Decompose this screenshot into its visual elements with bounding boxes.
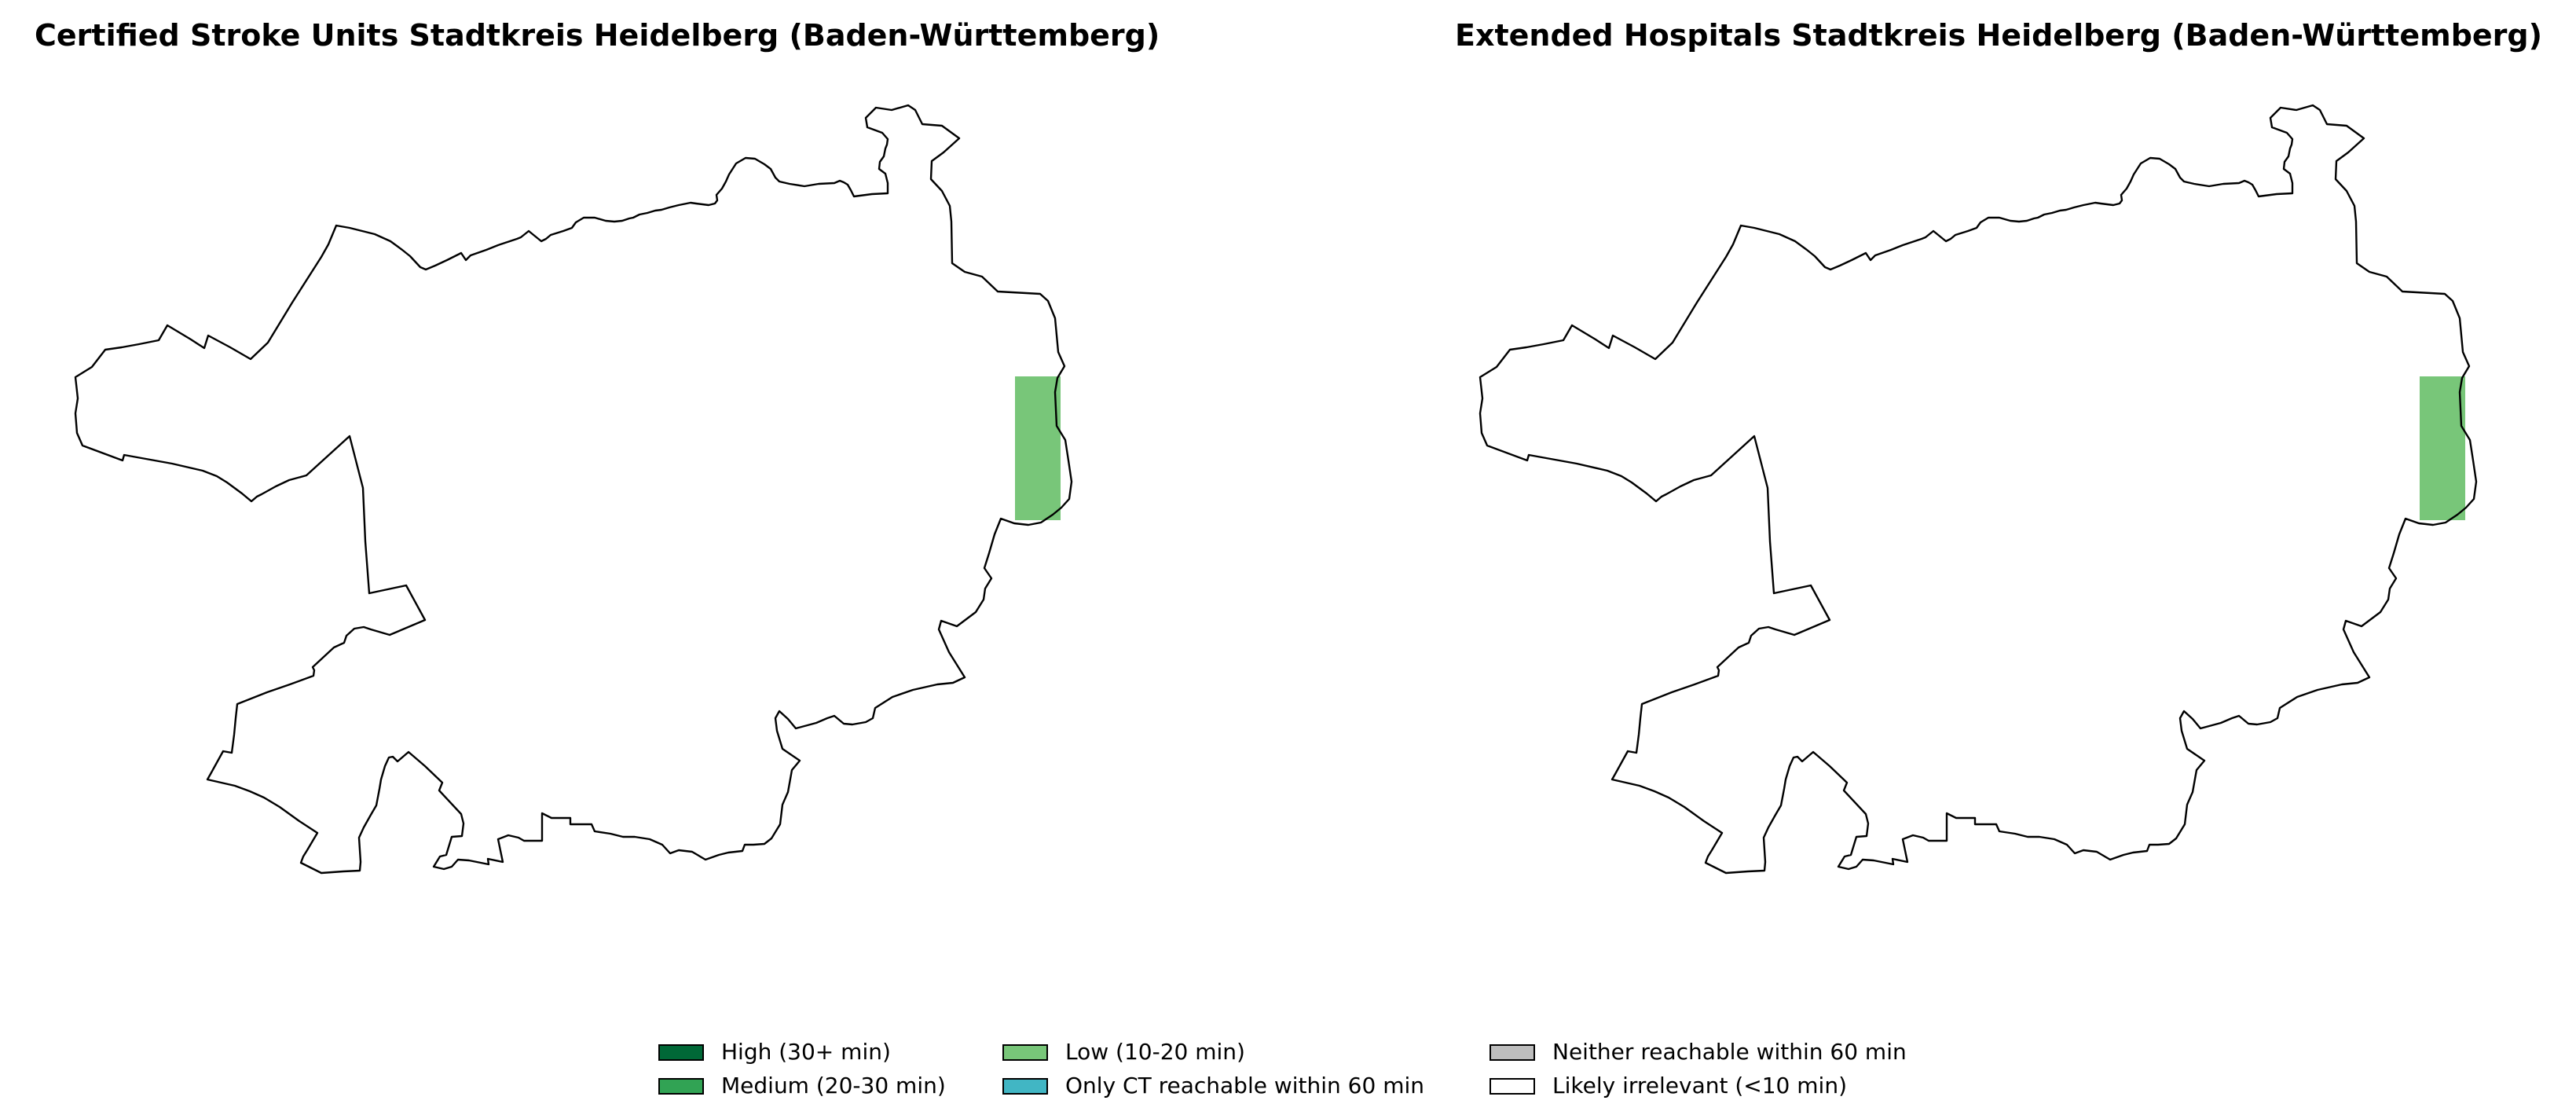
- legend-swatch: [658, 1043, 704, 1061]
- legend-label: High (30+ min): [721, 1039, 891, 1065]
- legend-item-only-ct: Only CT reachable within 60 min: [1002, 1071, 1424, 1101]
- map-title-extended-hospitals: Extended Hospitals Stadtkreis Heidelberg…: [1455, 18, 2542, 53]
- legend-swatch: [1490, 1077, 1535, 1095]
- legend-item-neither: Neither reachable within 60 min: [1490, 1037, 1907, 1067]
- legend-swatch: [1490, 1043, 1535, 1061]
- map-certified-stroke-units: [74, 104, 1073, 875]
- district-boundary: [74, 104, 1073, 875]
- legend-label: Only CT reachable within 60 min: [1065, 1073, 1425, 1098]
- map-extended-hospitals: [1479, 104, 2478, 875]
- legend-label: Low (10-20 min): [1065, 1039, 1245, 1065]
- legend-swatch: [1002, 1043, 1048, 1061]
- legend-label: Neither reachable within 60 min: [1552, 1039, 1907, 1065]
- legend-swatch: [658, 1077, 704, 1095]
- legend-item-low: Low (10-20 min): [1002, 1037, 1245, 1067]
- district-boundary: [1479, 104, 2478, 875]
- legend: High (30+ min) Medium (20-30 min) Low (1…: [658, 1037, 1931, 1105]
- legend-item-medium: Medium (20-30 min): [658, 1071, 946, 1101]
- legend-label: Medium (20-30 min): [721, 1073, 946, 1098]
- reachability-cell-low: [2420, 376, 2465, 520]
- legend-swatch: [1002, 1077, 1048, 1095]
- legend-item-likely-irrelevant: Likely irrelevant (<10 min): [1490, 1071, 1847, 1101]
- reachability-cell-low: [1015, 376, 1061, 520]
- legend-label: Likely irrelevant (<10 min): [1552, 1073, 1847, 1098]
- map-title-certified-stroke-units: Certified Stroke Units Stadtkreis Heidel…: [35, 18, 1160, 53]
- legend-item-high: High (30+ min): [658, 1037, 891, 1067]
